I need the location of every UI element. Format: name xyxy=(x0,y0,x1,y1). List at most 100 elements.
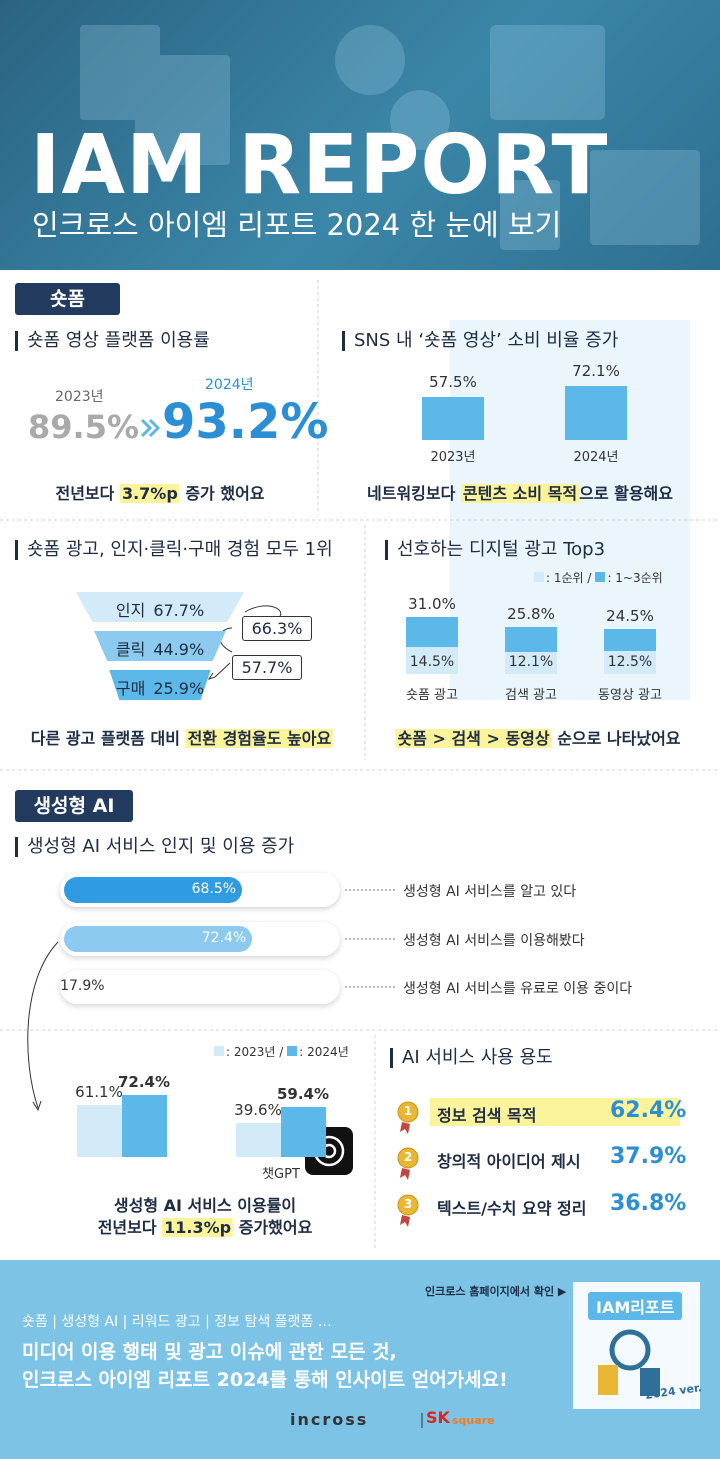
value-label: 31.0% xyxy=(408,594,456,613)
caption: 전년보다 11.3%p 증가했어요 xyxy=(97,1214,312,1238)
caption: 전년보다 3.7%p 증가 했어요 xyxy=(55,480,265,504)
stage-name: 인지 xyxy=(115,601,146,620)
value-label: 59.4% xyxy=(276,1084,330,1103)
bar xyxy=(422,396,484,440)
year-label: 2024년 xyxy=(205,377,254,393)
bar xyxy=(64,974,111,1000)
value-label: 72.4% xyxy=(117,1073,171,1092)
caption: 다른 광고 플랫폼 대비 전환 경험율도 높아요 xyxy=(30,725,334,749)
bar xyxy=(64,926,253,952)
legend-label: : 2023년 / xyxy=(226,1045,284,1059)
legend-swatch xyxy=(287,1046,298,1056)
stage-name: 구매 xyxy=(115,679,146,698)
category-label: 챗GPT xyxy=(262,1167,300,1182)
stage-value: 44.9% xyxy=(153,640,205,659)
funnel-label: 구매 25.9% xyxy=(116,675,204,699)
bar xyxy=(236,1123,281,1157)
footer-headline: 인크로스 아이엠 리포트 2024를 통해 인사이트 얻어가세요! xyxy=(22,1369,508,1391)
section-tag: 생성형 AI xyxy=(15,790,133,822)
purpose-rate: 36.8% xyxy=(610,1191,687,1216)
legend-swatch xyxy=(595,572,606,582)
caption-text: 으로 활용해요 xyxy=(579,484,673,503)
value-label: 14.5% xyxy=(409,654,455,670)
caption-highlight: 3.7%p xyxy=(119,484,180,503)
purpose: 텍스트/수치 요약 정리 xyxy=(437,1199,587,1218)
pill: 68.5% xyxy=(60,873,340,907)
caption: 숏폼 > 검색 > 동영상 순으로 나타났어요 xyxy=(395,725,681,749)
caption-highlight: 숏폼 > 검색 > 동영상 xyxy=(395,729,552,748)
value-label: 25.8% xyxy=(507,604,555,623)
heading: SNS 내 ‘숏폼 영상’ 소비 비율 증가 xyxy=(342,331,618,351)
caption-highlight: 콘텐츠 소비 목적 xyxy=(460,484,580,503)
stage-name: 클릭 xyxy=(115,640,146,659)
category-label: 2023년 xyxy=(430,450,476,465)
year-label: 2023년 xyxy=(55,389,104,405)
logo-brand[interactable]: incross xyxy=(290,1410,369,1429)
header-title: IAM REPORT xyxy=(30,118,609,213)
stage-value: 25.9% xyxy=(153,679,205,698)
bar xyxy=(122,1095,167,1157)
heading: 숏폼 광고, 인지·클릭·구매 경험 모두 1위 xyxy=(15,540,333,560)
value-label: 12.5% xyxy=(607,654,653,670)
rank: 3 xyxy=(403,1197,413,1211)
footer-headline: 미디어 이용 행태 및 광고 이슈에 관한 모든 것, xyxy=(22,1341,397,1363)
conversion-rate: 57.7% xyxy=(232,655,302,680)
statement: 생성형 AI 서비스를 이용해봤다 xyxy=(403,933,585,949)
rate-2024: 93.2% xyxy=(162,394,329,450)
caption-text: 전년보다 xyxy=(97,1218,163,1237)
caption-highlight: 11.3%p xyxy=(162,1218,234,1237)
purpose: 창의적 아이디어 제시 xyxy=(437,1152,581,1171)
bar xyxy=(64,877,243,903)
funnel-label: 클릭 44.9% xyxy=(116,636,204,660)
pill: 17.9% xyxy=(60,970,340,1004)
caption-text: 네트워킹보다 xyxy=(367,484,461,503)
caption: 네트워킹보다 콘텐츠 소비 목적 으로 활용해요 xyxy=(367,480,673,504)
footer-link[interactable]: 인크로스 홈페이지에서 확인 ▶ xyxy=(425,1285,567,1298)
caption-text: 다른 광고 플랫폼 대비 xyxy=(30,729,186,748)
heading: 숏폼 영상 플랫폼 이용률 xyxy=(15,331,210,351)
category-label: 동영상 광고 xyxy=(598,688,662,703)
caption-text: 증가 했어요 xyxy=(179,484,265,503)
value-label: 72.4% xyxy=(201,930,247,946)
funnel-stage xyxy=(75,592,245,622)
value-label: 39.6% xyxy=(234,1101,282,1120)
statement: 생성형 AI 서비스를 유료로 이용 중이다 xyxy=(403,981,633,997)
caption-text: 순으로 나타났어요 xyxy=(551,729,681,748)
stage-value: 67.7% xyxy=(153,601,205,620)
caption-text: 전년보다 xyxy=(55,484,120,503)
heading: 생성형 AI 서비스 인지 및 이용 증가 xyxy=(15,837,294,857)
funnel-stage xyxy=(109,670,211,700)
legend-label: : 2024년 xyxy=(299,1045,349,1059)
funnel-label: 인지 67.7% xyxy=(116,597,204,621)
bar xyxy=(565,385,627,440)
purpose: 정보 검색 목적 xyxy=(437,1106,537,1125)
logo-partner[interactable]: SK xyxy=(426,1408,450,1427)
value-label: 72.1% xyxy=(572,361,620,380)
heading: AI 서비스 사용 용도 xyxy=(390,1048,553,1068)
bar xyxy=(604,651,656,674)
logo-partner-sub[interactable]: square xyxy=(452,1414,495,1427)
value-label: 17.9% xyxy=(60,978,105,994)
caption: 생성형 AI 서비스 이용률이 xyxy=(114,1192,296,1216)
book-title: IAM리포트 xyxy=(588,1292,683,1320)
bar xyxy=(505,651,557,674)
value-label: 61.1% xyxy=(75,1083,123,1102)
header-background xyxy=(0,0,720,270)
legend-label: : 1~3순위 xyxy=(607,571,663,585)
legend: : 1순위 /: 1~3순위 xyxy=(530,569,663,586)
category-label: 2024년 xyxy=(573,450,619,465)
header-subtitle: 인크로스 아이엠 리포트 2024 한 눈에 보기 xyxy=(32,208,562,242)
caption-text: 생성형 AI 서비스 이용률이 xyxy=(113,1196,297,1215)
purpose-rate: 37.9% xyxy=(610,1144,687,1169)
legend: : 2023년 / : 2024년 xyxy=(210,1043,349,1060)
funnel-stage xyxy=(94,631,226,661)
purpose-highlight xyxy=(430,1098,680,1126)
value-label: 57.5% xyxy=(429,372,477,391)
section-tag: 숏폼 xyxy=(15,283,120,315)
caption-highlight: 전환 경험율도 높아요 xyxy=(185,729,334,748)
category-label: 숏폼 광고 xyxy=(406,688,458,703)
value-label: 24.5% xyxy=(606,606,654,625)
footer-tags: 숏폼 | 생성형 AI | 리워드 광고 | 정보 탐색 플랫폼 … xyxy=(22,1314,332,1330)
rank: 1 xyxy=(403,1104,413,1118)
